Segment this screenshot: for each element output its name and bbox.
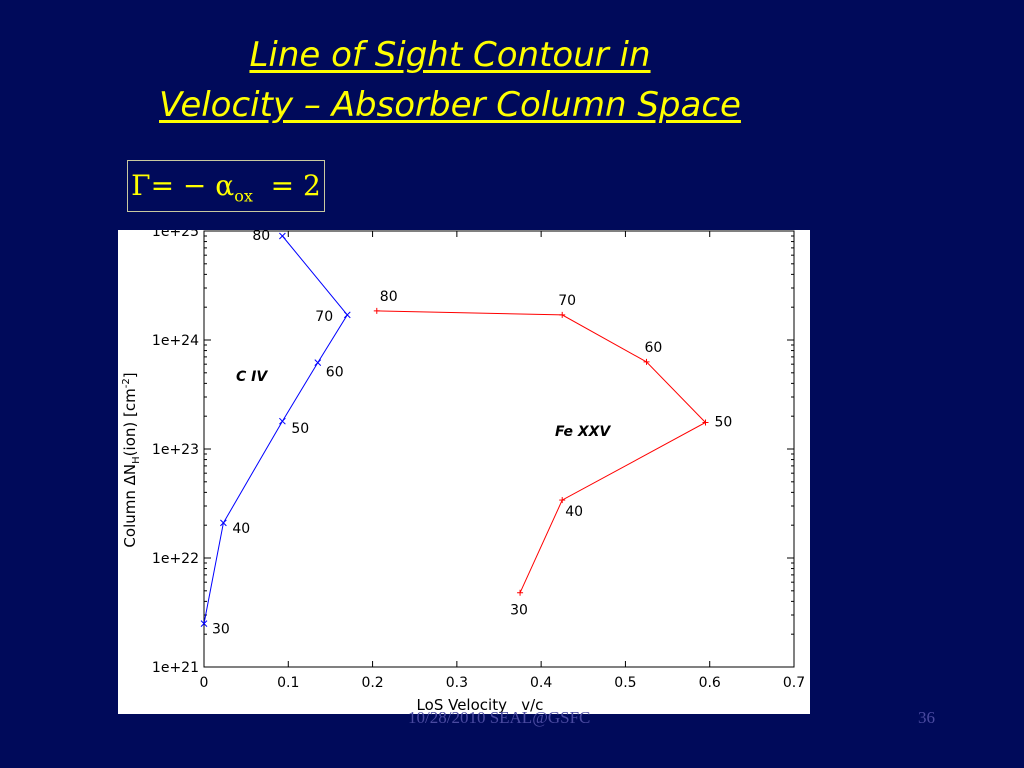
x-tick-label: 0 xyxy=(200,675,209,691)
data-label-fe-xxv: 40 xyxy=(565,504,583,520)
data-point-fe-xxv xyxy=(517,589,524,596)
data-label-fe-xxv: 70 xyxy=(558,293,576,309)
data-point-c-iv xyxy=(314,359,322,366)
x-tick-label: 0.5 xyxy=(614,675,636,691)
contour-chart: 0 0.1 0.2 0.3 0.4 0.5 0.6 0.7 1e+21 1e+22 1e+23 1e+… xyxy=(121,224,805,714)
data-point-fe-xxv xyxy=(643,358,650,365)
y-tick-label: 1e+21 xyxy=(152,660,199,676)
series-line-fe-xxv xyxy=(376,310,707,593)
x-axis-label: LoS Velocity v/c xyxy=(417,696,544,714)
y-tick-label: 1e+23 xyxy=(152,442,199,458)
formula-lhs: Γ= − α xyxy=(131,169,235,202)
x-tick-label: 0.7 xyxy=(783,675,805,691)
data-label-fe-xxv: 50 xyxy=(715,415,733,431)
data-label-c-iv: 40 xyxy=(232,521,250,537)
x-tick-label: 0.4 xyxy=(530,675,552,691)
series-name-c-iv: C IV xyxy=(236,369,268,385)
data-label-fe-xxv: 80 xyxy=(380,289,398,305)
x-tick-label: 0.3 xyxy=(446,675,468,691)
title-line-2: Velocity – Absorber Column Space xyxy=(159,85,741,125)
data-point-c-iv xyxy=(200,620,208,627)
data-point-c-iv xyxy=(343,311,351,319)
data-label-fe-xxv: 60 xyxy=(645,340,663,356)
marker-stroke xyxy=(343,311,351,319)
y-axis-label-sub: H xyxy=(131,456,142,464)
title-line-1: Line of Sight Contour in xyxy=(249,35,651,75)
data-label-c-iv: 80 xyxy=(252,230,270,244)
marker-stroke xyxy=(279,232,286,240)
y-tick-label: 1e+25 xyxy=(152,230,199,240)
y-tick-label: 1e+24 xyxy=(152,333,199,349)
data-point-c-iv xyxy=(279,232,286,240)
formula-subscript: ox xyxy=(234,186,253,206)
data-point-fe-xxv xyxy=(702,419,709,426)
marker-stroke xyxy=(200,620,208,627)
data-point-fe-xxv xyxy=(559,311,566,318)
data-point-fe-xxv xyxy=(559,497,566,504)
data-point-c-iv xyxy=(279,417,286,425)
data-label-c-iv: 50 xyxy=(291,421,309,437)
x-tick-label: 0.1 xyxy=(277,675,299,691)
x-tick-label: 0.6 xyxy=(699,675,721,691)
plot-area xyxy=(203,230,795,668)
marker-stroke xyxy=(220,519,227,527)
y-axis-label: Column ΔNH(ion) [cm-2] xyxy=(121,372,142,547)
data-label-fe-xxv: 30 xyxy=(510,603,528,619)
data-point-c-iv xyxy=(220,519,227,527)
page-number: 36 xyxy=(918,708,935,727)
gamma-formula-box: Γ= − αox = 2 xyxy=(127,160,325,212)
y-axis-label-sup: -2 xyxy=(121,378,132,388)
marker-stroke xyxy=(279,417,286,425)
y-axis-label-mid: (ion) [cm xyxy=(121,388,139,456)
series-name-fe-xxv: Fe XXV xyxy=(555,424,611,440)
series-line-c-iv xyxy=(203,235,348,624)
data-label-c-iv: 30 xyxy=(212,622,230,638)
y-axis-label-post: ] xyxy=(121,372,139,378)
y-axis-label-pre: Column ΔN xyxy=(121,464,139,548)
data-label-c-iv: 60 xyxy=(326,365,344,381)
y-tick-label: 1e+22 xyxy=(152,551,199,567)
marker-stroke xyxy=(314,359,322,366)
formula-rhs: = 2 xyxy=(252,169,321,202)
chart-panel: 0 0.1 0.2 0.3 0.4 0.5 0.6 0.7 1e+21 1e+22 1e+23 1e+… xyxy=(118,224,810,714)
footer-date: 10/28/2010 SEAL@GSFC xyxy=(408,708,591,727)
slide-title: Line of Sight Contour in Velocity – Abso… xyxy=(0,30,900,130)
data-label-c-iv: 70 xyxy=(315,309,333,325)
x-tick-label: 0.2 xyxy=(361,675,383,691)
data-point-fe-xxv xyxy=(373,307,380,314)
